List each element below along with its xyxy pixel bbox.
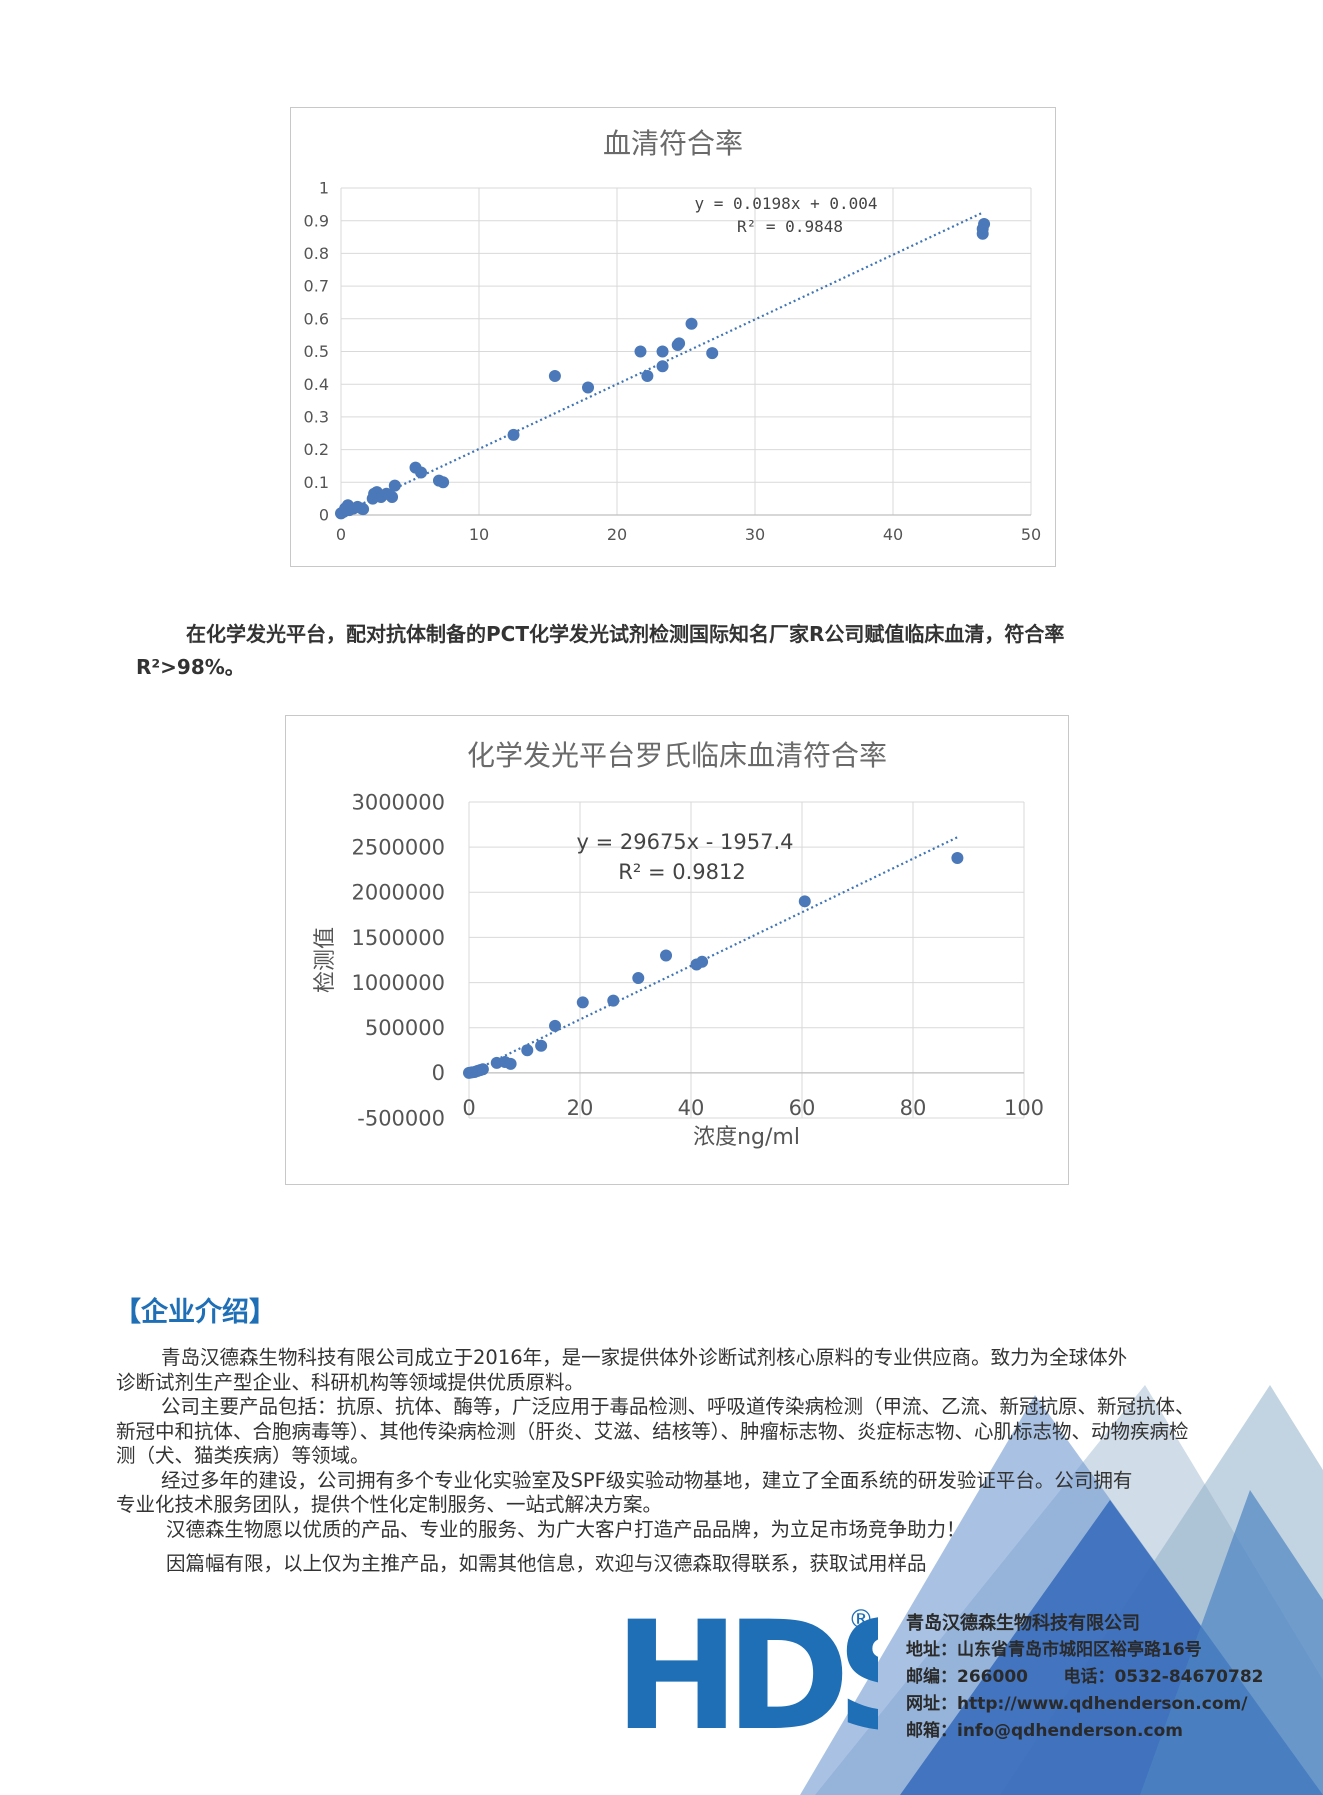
data-point [685,317,698,330]
data-point [978,217,991,230]
data-point [607,994,620,1007]
y-tick-label: 0.3 [304,408,329,427]
x-tick-label: 40 [678,1096,705,1120]
y-tick-label: 0 [319,506,329,525]
y-tick-label: 1000000 [351,971,445,995]
x-axis-label: 浓度ng/ml [693,1125,800,1150]
data-point [535,1039,548,1052]
data-point [582,381,595,394]
data-point [476,1063,489,1076]
x-tick-label: 10 [469,525,489,544]
data-point [706,347,719,360]
serum-concordance-chart: 血清符合率 0 0.1 0.2 0.3 0.4 0.5 0.6 0.7 0.8 0.9 1 0 10 20… [290,107,1056,567]
intro-line: 经过多年的建设，公司拥有多个专业化实验室及SPF级实验动物基地，建立了全面系统的… [161,1468,1133,1492]
caption-line-1: 在化学发光平台，配对抗体制备的PCT化学发光试剂检测国际知名厂家R公司赋值临床血… [186,622,1065,646]
intro-line: 诊断试剂生产型企业、科研机构等领域提供优质原料。 [116,1370,585,1394]
trendline-equation: y = 0.0198x + 0.004 [694,194,877,213]
chart-plot-area: -500000 0 500000 1000000 1500000 2000000 25000… [313,790,1044,1150]
data-point [415,466,428,479]
intro-line: 青岛汉德森生物科技有限公司成立于2016年，是一家提供体外诊断试剂核心原料的专业… [161,1346,1128,1369]
x-tick-label: 20 [567,1096,594,1120]
x-tick-label: 20 [607,525,627,544]
data-point [504,1057,517,1070]
intro-line: 专业化技术服务团队，提供个性化定制服务、一站式解决方案。 [116,1493,663,1516]
x-tick-label: 0 [336,525,346,544]
data-point [660,949,673,962]
data-point [656,360,669,373]
y-tick-label: 0.9 [304,211,329,230]
y-tick-label: -500000 [357,1106,445,1130]
data-point [951,851,964,864]
logo-text: HDS [614,1600,878,1740]
website-link[interactable]: 网址：http://www.qdhenderson.com/ [906,1694,1248,1714]
chart-title: 血清符合率 [602,127,743,160]
y-tick-label: 1500000 [351,926,445,950]
y-tick-label: 1 [319,179,329,198]
address: 地址：山东省青岛市城阳区裕亭路16号 [906,1640,1202,1660]
data-point [576,996,589,1009]
r-squared-label: R² = 0.9812 [618,860,745,884]
data-point [696,955,709,968]
data-point [357,503,370,516]
r-squared-label: R² = 0.9848 [737,217,843,236]
x-tick-label: 100 [1004,1096,1044,1120]
data-point [632,972,645,985]
data-point [798,895,811,908]
data-point [388,479,401,492]
data-point [673,337,686,350]
x-tick-label: 50 [1021,525,1041,544]
x-tick-label: 80 [900,1096,927,1120]
chart-caption: 在化学发光平台，配对抗体制备的PCT化学发光试剂检测国际知名厂家R公司赋值临床血… [136,618,1136,684]
section-heading: 【企业介绍】 [114,1297,276,1328]
y-tick-label: 0.4 [304,375,329,394]
company-name: 青岛汉德森生物科技有限公司 [906,1613,1140,1634]
x-tick-label: 60 [789,1096,816,1120]
y-tick-label: 2500000 [351,835,445,859]
email-link[interactable]: 邮箱：info@qdhenderson.com [906,1721,1183,1741]
chemiluminescence-chart: 化学发光平台罗氏临床血清符合率 -500000 0 500000 1000000 150… [285,715,1069,1185]
y-tick-label: 500000 [365,1016,445,1040]
chart-plot-area: 00.10.20.30.40.50.60.70.80.910 10 20 30 40 50… [304,179,1042,544]
intro-line: 公司主要产品包括：抗原、抗体、酶等，广泛应用于毒品检测、呼吸道传染病检测（甲流、… [161,1395,1195,1418]
data-point [386,491,399,504]
intro-line: 因篇幅有限，以上仅为主推产品，如需其他信息，欢迎与汉德森取得联系，获取试用样品 [166,1552,927,1575]
data-point [549,1019,562,1032]
y-tick-label: 0 [432,1061,445,1085]
x-tick-label: 40 [883,525,903,544]
trendline-equation: y = 29675x - 1957.4 [576,830,793,854]
x-tick-label: 0 [462,1096,475,1120]
company-intro: 青岛汉德森生物科技有限公司成立于2016年，是一家提供体外诊断试剂核心原料的专业… [116,1346,1226,1577]
registered-mark: ® [848,1605,874,1635]
trendline [340,211,984,515]
y-tick-label: 0.8 [304,244,329,263]
data-point [656,345,669,358]
x-tick-label: 30 [745,525,765,544]
caption-line-2: R²>98%。 [136,655,245,679]
data-point [548,370,561,383]
data-point [634,345,647,358]
y-tick-label: 0.5 [304,342,329,361]
y-tick-label: 2000000 [351,881,445,905]
chart-title: 化学发光平台罗氏临床血清符合率 [466,739,887,772]
data-point [507,428,520,441]
hds-logo: HDS ® [614,1600,878,1740]
y-tick-label: 0.2 [304,440,329,459]
y-tick-label: 0.7 [304,277,329,296]
data-point [521,1044,534,1057]
y-tick-label: 3000000 [351,790,445,814]
trendline [468,836,958,1075]
y-axis-label: 检测值 [313,927,338,993]
intro-line: 汉德森生物愿以优质的产品、专业的服务、为广大客户打造产品品牌，为立足市场竞争助力… [166,1517,966,1541]
postcode-phone: 邮编：266000 电话：0532-84670782 [906,1667,1264,1687]
intro-line: 测（犬、猫类疾病）等领域。 [116,1444,370,1467]
intro-line: 新冠中和抗体、合胞病毒等）、其他传染病检测（肝炎、艾滋、结核等）、肿瘤标志物、炎… [116,1419,1189,1443]
data-point [437,476,450,489]
contact-info: 青岛汉德森生物科技有限公司 地址：山东省青岛市城阳区裕亭路16号 邮编：2660… [906,1610,1263,1745]
data-point [641,370,654,383]
y-tick-label: 0.1 [304,473,329,492]
y-tick-label: 0.6 [304,309,329,328]
